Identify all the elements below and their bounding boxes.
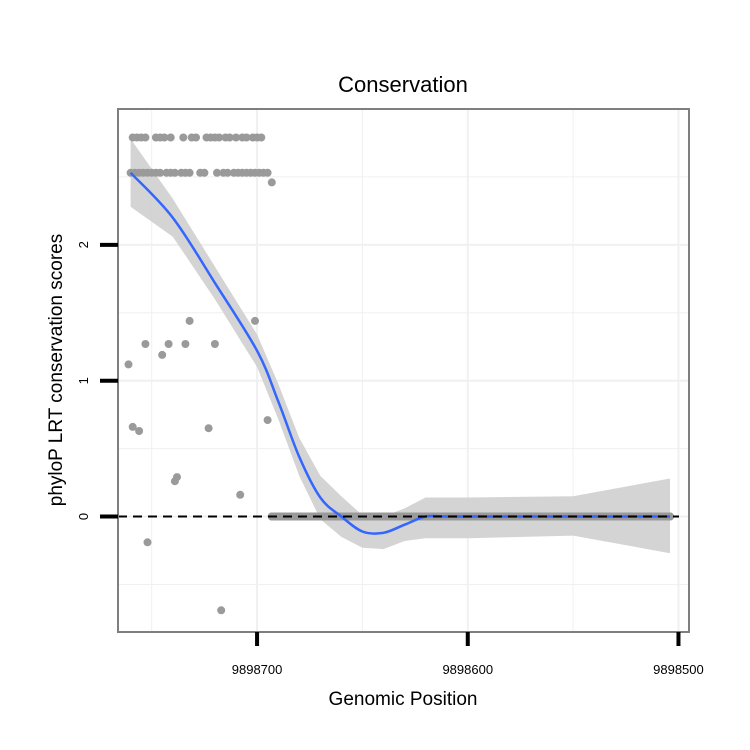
panel-background bbox=[118, 109, 689, 632]
data-point bbox=[242, 133, 251, 142]
y-tick-label: 0 bbox=[76, 513, 91, 520]
data-point bbox=[143, 538, 152, 547]
panel-border bbox=[117, 108, 690, 633]
data-point bbox=[232, 133, 240, 142]
confidence-ribbon-group bbox=[130, 138, 671, 554]
data-point bbox=[204, 424, 213, 433]
data-point bbox=[158, 350, 167, 359]
data-point bbox=[170, 168, 179, 177]
data-point bbox=[160, 133, 169, 142]
y-tick-label: 1 bbox=[76, 377, 91, 384]
x-tick-label: 9898600 bbox=[442, 662, 493, 677]
data-point bbox=[267, 178, 276, 187]
data-point bbox=[236, 490, 245, 499]
data-point bbox=[263, 168, 272, 177]
data-point bbox=[257, 133, 266, 142]
data-point bbox=[251, 316, 259, 325]
data-point bbox=[141, 133, 150, 142]
x-axis-ticks: 9898700 9898600 9898500 bbox=[232, 632, 704, 677]
data-point bbox=[215, 133, 224, 142]
data-point bbox=[213, 168, 221, 177]
y-axis-ticks: 0 1 2 bbox=[76, 241, 118, 520]
chart-title: Conservation bbox=[338, 72, 468, 97]
x-axis-title: Genomic Position bbox=[329, 689, 478, 710]
x-tick-label: 9898700 bbox=[232, 662, 283, 677]
y-axis-title: phyloP LRT conservation scores bbox=[46, 234, 67, 507]
data-point bbox=[156, 168, 165, 177]
data-point bbox=[135, 427, 144, 435]
data-point bbox=[200, 168, 209, 177]
y-tick-label: 2 bbox=[76, 241, 91, 248]
data-point bbox=[210, 340, 219, 348]
data-point bbox=[166, 133, 175, 142]
data-point bbox=[141, 340, 150, 348]
data-point bbox=[223, 168, 232, 177]
data-point bbox=[192, 133, 200, 142]
data-point bbox=[124, 360, 133, 369]
data-point bbox=[263, 416, 272, 425]
grid-lines bbox=[118, 109, 689, 632]
data-point bbox=[185, 316, 194, 325]
data-point bbox=[173, 473, 181, 482]
x-tick-label: 9898500 bbox=[653, 662, 704, 677]
data-point bbox=[217, 606, 226, 615]
data-point bbox=[164, 340, 173, 348]
confidence-ribbon bbox=[130, 138, 671, 554]
data-point bbox=[225, 133, 234, 142]
data-point bbox=[179, 133, 188, 142]
data-point bbox=[128, 422, 137, 431]
data-point bbox=[185, 168, 194, 177]
data-point bbox=[181, 340, 190, 348]
